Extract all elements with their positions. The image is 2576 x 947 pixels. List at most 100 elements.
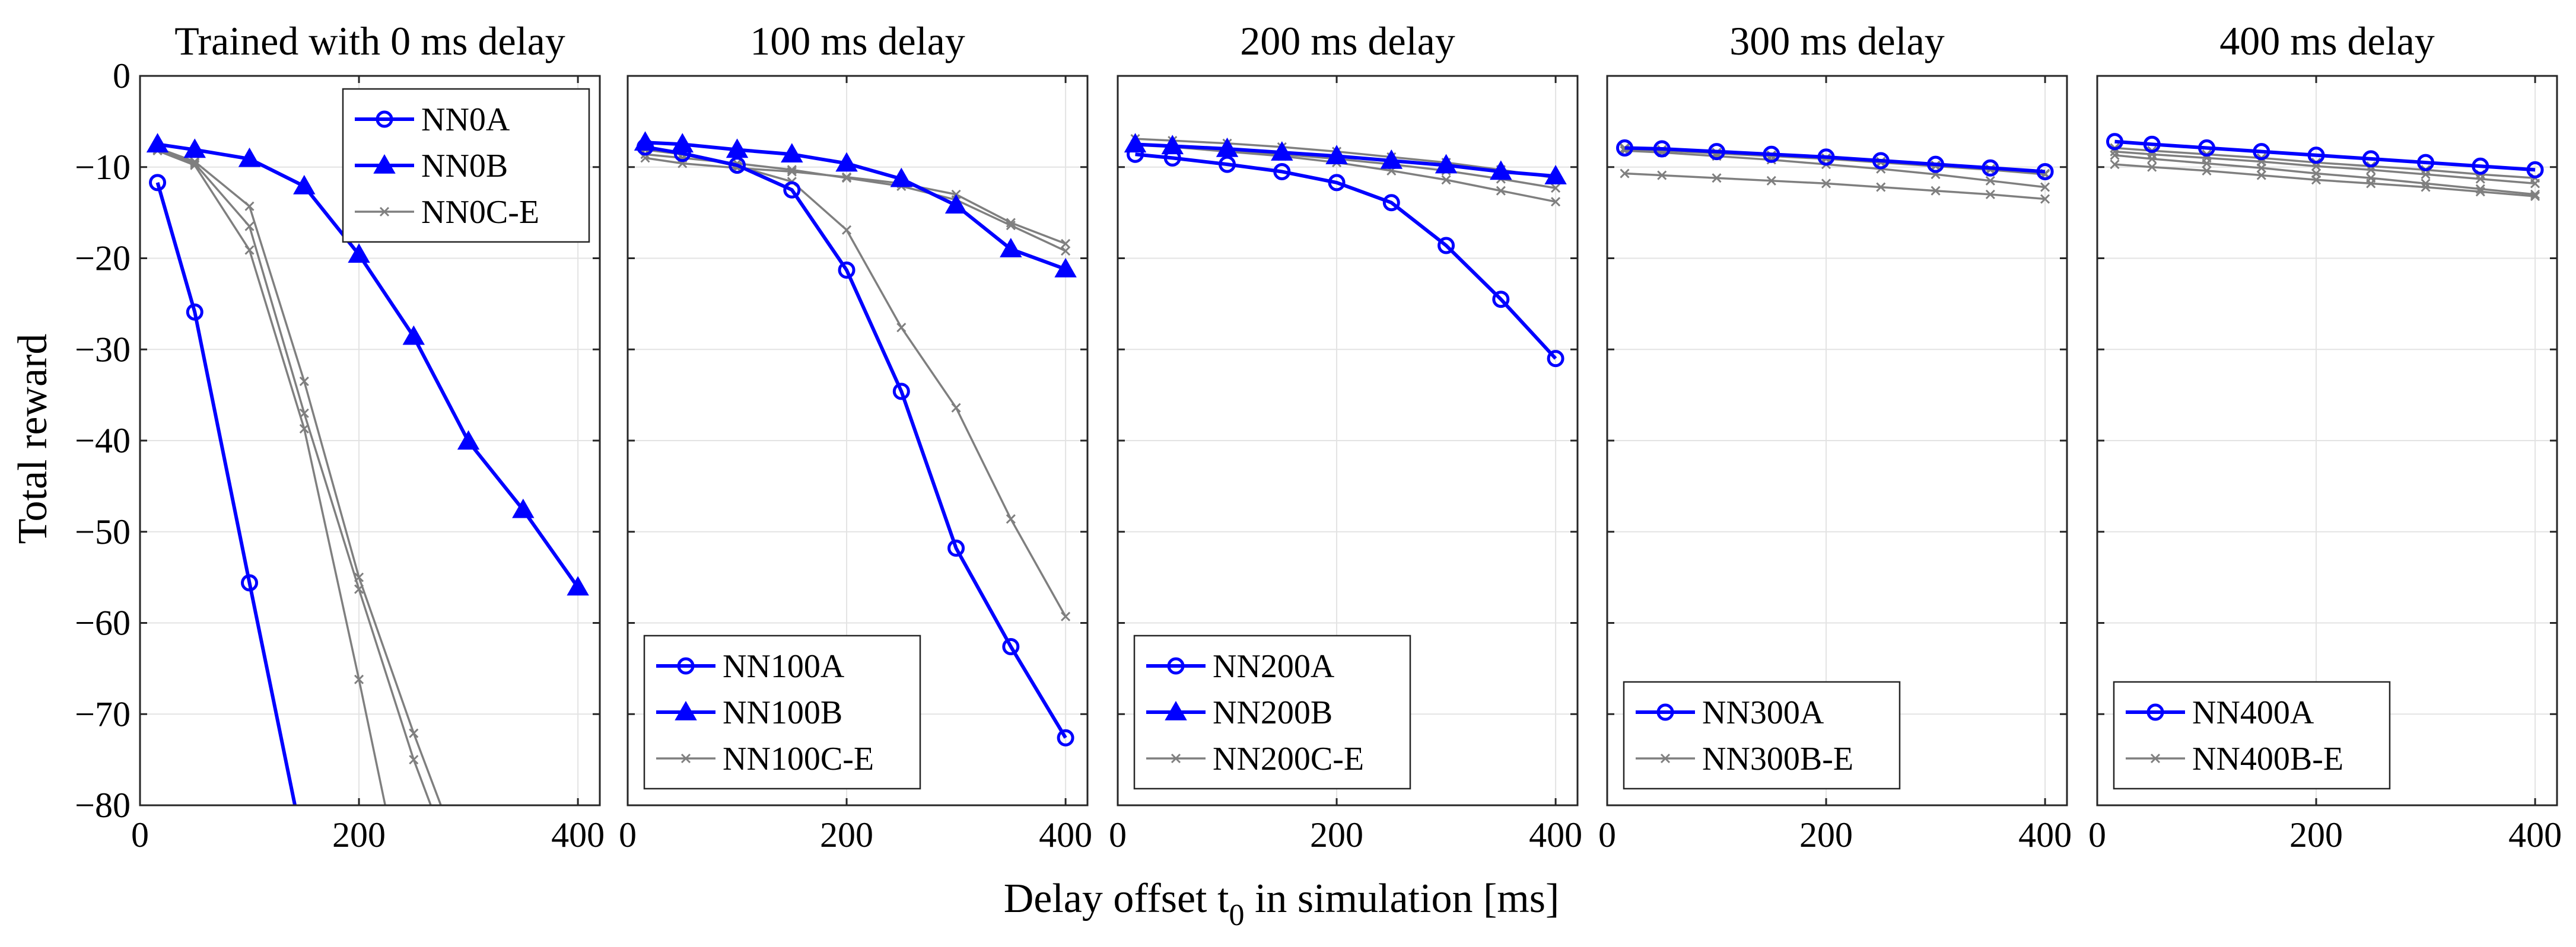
x-tick-label: 400 bbox=[2018, 815, 2072, 854]
series-line bbox=[1135, 152, 1557, 360]
legend-swatch-marker bbox=[1171, 753, 1181, 764]
legend-label: NN0B bbox=[421, 148, 508, 184]
data-point bbox=[890, 167, 913, 187]
data-point bbox=[2256, 170, 2266, 180]
series-unlabeled-3 bbox=[152, 145, 432, 805]
y-tick-label: −20 bbox=[75, 239, 131, 278]
x-tick-label: 200 bbox=[1799, 815, 1853, 854]
legend-item-nn300b-e: NN300B-E bbox=[1636, 741, 1853, 777]
data-point bbox=[2198, 139, 2216, 157]
legend-swatch-marker bbox=[376, 110, 393, 128]
series-unlabeled-2 bbox=[2110, 150, 2540, 199]
series-nn0b bbox=[146, 133, 589, 596]
data-point bbox=[1616, 139, 1634, 157]
data-point bbox=[2202, 165, 2212, 176]
data-point bbox=[1492, 291, 1510, 308]
panel-title: 200 ms delay bbox=[1240, 18, 1455, 63]
legend-swatch-marker bbox=[1167, 657, 1185, 675]
data-point bbox=[1061, 238, 1071, 248]
data-point bbox=[1817, 148, 1835, 166]
data-point bbox=[1006, 221, 1016, 231]
y-tick-label: −70 bbox=[75, 694, 131, 734]
data-point bbox=[186, 303, 203, 321]
data-point bbox=[244, 221, 255, 231]
data-point bbox=[1985, 176, 1995, 186]
data-point bbox=[841, 173, 852, 183]
data-point bbox=[512, 498, 535, 518]
data-point bbox=[1325, 145, 1348, 165]
x-axis-label-subscript: 0 bbox=[1229, 898, 1244, 932]
legend-item-nn100a: NN100A bbox=[656, 648, 845, 685]
data-point bbox=[892, 382, 910, 400]
legend-item-nn200a: NN200A bbox=[1146, 648, 1335, 685]
data-point bbox=[1872, 152, 1890, 170]
series-nn200a bbox=[1127, 145, 1564, 368]
data-point bbox=[1931, 186, 1941, 196]
data-point bbox=[190, 158, 200, 168]
data-point bbox=[1219, 155, 1236, 173]
legend-label: NN100C-E bbox=[723, 741, 874, 777]
data-point bbox=[1438, 237, 1455, 254]
data-point bbox=[1382, 194, 1400, 212]
legend-item-nn200c-e: NN200C-E bbox=[1146, 741, 1364, 777]
y-tick-label: −40 bbox=[75, 421, 131, 460]
series-line bbox=[155, 182, 297, 805]
legend-label: NN300A bbox=[1702, 694, 1824, 731]
data-point bbox=[409, 728, 419, 738]
data-point bbox=[299, 423, 309, 434]
data-point bbox=[1657, 170, 1667, 180]
data-point bbox=[1271, 141, 1293, 161]
data-point bbox=[190, 160, 200, 170]
data-point bbox=[787, 165, 797, 175]
data-point bbox=[1821, 178, 1831, 189]
data-point bbox=[244, 201, 255, 211]
data-point bbox=[149, 174, 167, 192]
data-point bbox=[2147, 162, 2157, 172]
data-point bbox=[1002, 637, 1020, 655]
legend-box bbox=[2113, 681, 2391, 790]
legend-label: NN400B-E bbox=[2192, 741, 2343, 777]
data-point bbox=[1708, 143, 1726, 161]
legend-label: NN100A bbox=[723, 648, 845, 685]
data-point bbox=[1273, 162, 1291, 180]
data-point bbox=[671, 133, 694, 153]
data-point bbox=[1985, 189, 1995, 199]
x-tick-label: 200 bbox=[2289, 815, 2343, 854]
data-point bbox=[299, 377, 309, 387]
x-tick-label: 0 bbox=[619, 815, 637, 854]
series-line bbox=[2114, 154, 2536, 196]
data-point bbox=[944, 194, 968, 214]
data-point bbox=[465, 874, 473, 882]
legend-swatch-marker bbox=[379, 206, 390, 217]
legend-swatch-marker bbox=[1165, 700, 1187, 720]
data-point bbox=[2040, 182, 2050, 192]
legend-box bbox=[1623, 681, 1901, 790]
data-point bbox=[2143, 135, 2161, 153]
data-point bbox=[1551, 197, 1561, 207]
data-point bbox=[2475, 184, 2485, 194]
data-point bbox=[1766, 176, 1776, 186]
data-point bbox=[1620, 168, 1630, 178]
x-tick-label: 0 bbox=[2088, 815, 2106, 854]
data-point bbox=[1620, 143, 1630, 153]
legend-item-nn0c-e: NN0C-E bbox=[355, 194, 539, 231]
series-nn100a bbox=[637, 138, 1074, 747]
y-tick-label: −50 bbox=[75, 512, 131, 551]
data-point bbox=[1876, 182, 1886, 192]
data-point bbox=[729, 157, 746, 174]
data-point bbox=[2526, 161, 2544, 178]
data-point bbox=[1712, 173, 1722, 183]
legend: NN0A NN0B NN0C-E bbox=[342, 88, 590, 243]
legend-label: NN100B bbox=[723, 694, 842, 731]
y-tick-label: −30 bbox=[75, 330, 131, 369]
data-point bbox=[1927, 155, 1945, 173]
data-point bbox=[783, 181, 801, 199]
data-point bbox=[2040, 194, 2050, 204]
plot-area bbox=[2106, 133, 2544, 202]
data-point bbox=[354, 674, 364, 684]
series-nn400a bbox=[2106, 133, 2544, 178]
x-tick-label: 400 bbox=[551, 815, 605, 854]
data-point bbox=[781, 143, 803, 162]
legend-item-nn100b: NN100B bbox=[656, 694, 842, 731]
data-point bbox=[1551, 183, 1561, 193]
